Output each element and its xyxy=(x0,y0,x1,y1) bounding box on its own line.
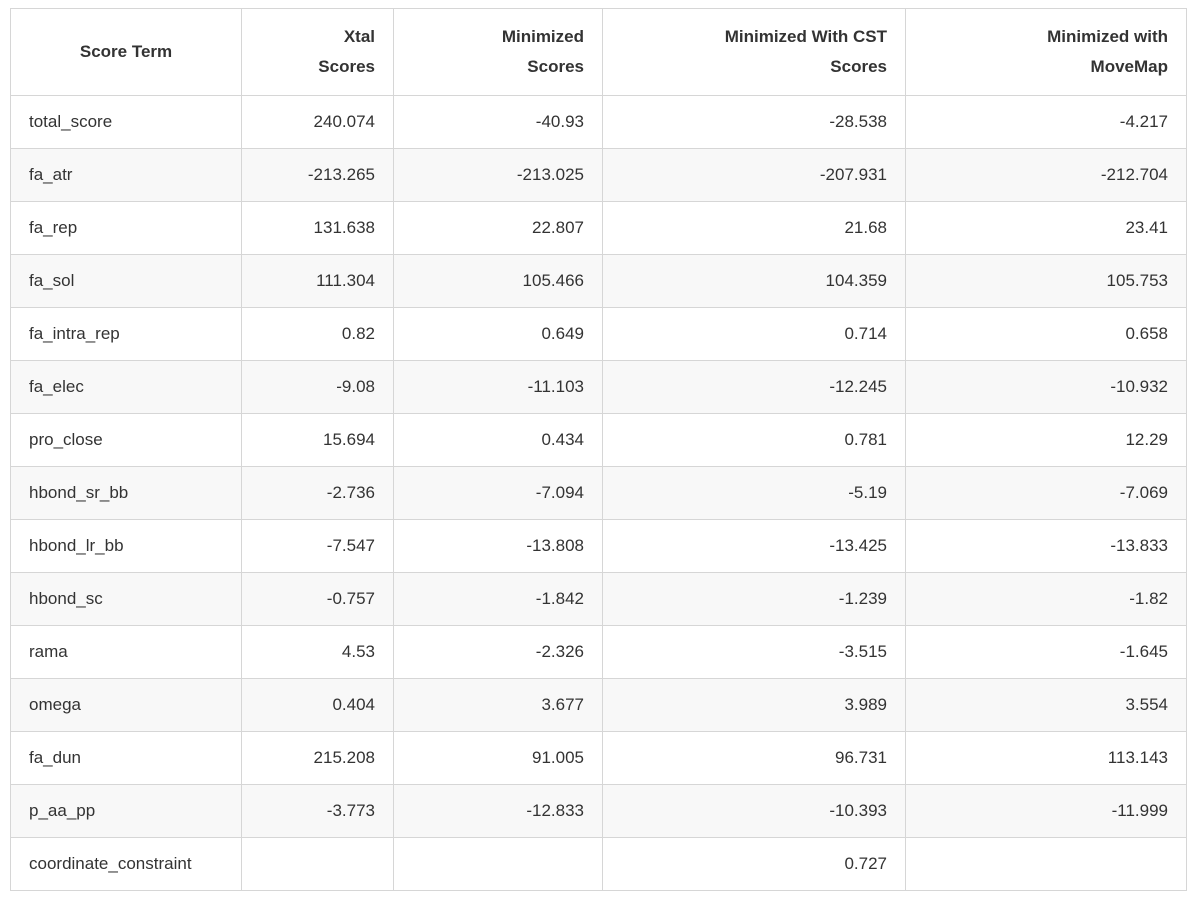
score-term-cell: fa_sol xyxy=(10,254,242,308)
minimized-cst-score-cell: 0.727 xyxy=(602,837,906,891)
minimized-score-cell: -2.326 xyxy=(393,625,603,679)
xtal-score-cell: -213.265 xyxy=(241,148,394,202)
minimized-movemap-score-cell xyxy=(905,837,1187,891)
xtal-score-cell: 4.53 xyxy=(241,625,394,679)
minimized-score-cell xyxy=(393,837,603,891)
table-row: total_score 240.074 -40.93 -28.538 -4.21… xyxy=(10,95,1187,149)
minimized-score-cell: -1.842 xyxy=(393,572,603,626)
minimized-score-cell: -13.808 xyxy=(393,519,603,573)
table-row: fa_elec -9.08 -11.103 -12.245 -10.932 xyxy=(10,360,1187,414)
minimized-score-cell: 0.649 xyxy=(393,307,603,361)
score-term-cell: fa_rep xyxy=(10,201,242,255)
score-term-cell: hbond_lr_bb xyxy=(10,519,242,573)
minimized-movemap-score-cell: -4.217 xyxy=(905,95,1187,149)
minimized-movemap-score-cell: 105.753 xyxy=(905,254,1187,308)
minimized-cst-score-cell: -10.393 xyxy=(602,784,906,838)
xtal-score-cell: 240.074 xyxy=(241,95,394,149)
minimized-cst-score-cell: 0.714 xyxy=(602,307,906,361)
minimized-cst-score-cell: 3.989 xyxy=(602,678,906,732)
minimized-movemap-score-cell: -10.932 xyxy=(905,360,1187,414)
minimized-score-cell: 3.677 xyxy=(393,678,603,732)
minimized-score-cell: -12.833 xyxy=(393,784,603,838)
column-header-score-term: Score Term xyxy=(10,8,242,96)
xtal-score-cell: -7.547 xyxy=(241,519,394,573)
table-row: hbond_sc -0.757 -1.842 -1.239 -1.82 xyxy=(10,572,1187,626)
score-term-cell: coordinate_constraint xyxy=(10,837,242,891)
score-term-cell: p_aa_pp xyxy=(10,784,242,838)
minimized-cst-score-cell: -1.239 xyxy=(602,572,906,626)
score-term-cell: total_score xyxy=(10,95,242,149)
score-term-cell: fa_intra_rep xyxy=(10,307,242,361)
score-term-cell: omega xyxy=(10,678,242,732)
minimized-movemap-score-cell: -11.999 xyxy=(905,784,1187,838)
minimized-score-cell: -40.93 xyxy=(393,95,603,149)
minimized-score-cell: 0.434 xyxy=(393,413,603,467)
xtal-score-cell: 0.82 xyxy=(241,307,394,361)
minimized-movemap-score-cell: 23.41 xyxy=(905,201,1187,255)
xtal-score-cell xyxy=(241,837,394,891)
minimized-cst-score-cell: -28.538 xyxy=(602,95,906,149)
xtal-score-cell: 131.638 xyxy=(241,201,394,255)
minimized-cst-score-cell: -12.245 xyxy=(602,360,906,414)
minimized-movemap-score-cell: 0.658 xyxy=(905,307,1187,361)
table-row: p_aa_pp -3.773 -12.833 -10.393 -11.999 xyxy=(10,784,1187,838)
column-header-minimized-movemap: Minimized with MoveMap xyxy=(905,8,1187,96)
minimized-cst-score-cell: 104.359 xyxy=(602,254,906,308)
minimized-score-cell: -7.094 xyxy=(393,466,603,520)
minimized-movemap-score-cell: -1.645 xyxy=(905,625,1187,679)
minimized-movemap-score-cell: -1.82 xyxy=(905,572,1187,626)
minimized-score-cell: 91.005 xyxy=(393,731,603,785)
table-row: pro_close 15.694 0.434 0.781 12.29 xyxy=(10,413,1187,467)
minimized-cst-score-cell: 0.781 xyxy=(602,413,906,467)
minimized-movemap-score-cell: 3.554 xyxy=(905,678,1187,732)
minimized-score-cell: 22.807 xyxy=(393,201,603,255)
score-term-cell: fa_atr xyxy=(10,148,242,202)
minimized-movemap-score-cell: -212.704 xyxy=(905,148,1187,202)
column-header-minimized-cst-scores: Minimized With CST Scores xyxy=(602,8,906,96)
minimized-movemap-score-cell: -13.833 xyxy=(905,519,1187,573)
minimized-cst-score-cell: -3.515 xyxy=(602,625,906,679)
score-term-cell: hbond_sr_bb xyxy=(10,466,242,520)
table-body: total_score 240.074 -40.93 -28.538 -4.21… xyxy=(10,95,1187,891)
minimized-movemap-score-cell: 113.143 xyxy=(905,731,1187,785)
xtal-score-cell: 0.404 xyxy=(241,678,394,732)
minimized-cst-score-cell: -207.931 xyxy=(602,148,906,202)
table-row: fa_atr -213.265 -213.025 -207.931 -212.7… xyxy=(10,148,1187,202)
minimized-score-cell: 105.466 xyxy=(393,254,603,308)
table-row: omega 0.404 3.677 3.989 3.554 xyxy=(10,678,1187,732)
xtal-score-cell: 111.304 xyxy=(241,254,394,308)
score-comparison-table: Score Term Xtal Scores Minimized Scores … xyxy=(10,8,1187,891)
minimized-score-cell: -213.025 xyxy=(393,148,603,202)
header-row: Score Term Xtal Scores Minimized Scores … xyxy=(10,8,1187,96)
xtal-score-cell: -3.773 xyxy=(241,784,394,838)
xtal-score-cell: 215.208 xyxy=(241,731,394,785)
xtal-score-cell: 15.694 xyxy=(241,413,394,467)
table-row: rama 4.53 -2.326 -3.515 -1.645 xyxy=(10,625,1187,679)
score-term-cell: fa_elec xyxy=(10,360,242,414)
xtal-score-cell: -0.757 xyxy=(241,572,394,626)
minimized-score-cell: -11.103 xyxy=(393,360,603,414)
xtal-score-cell: -2.736 xyxy=(241,466,394,520)
minimized-movemap-score-cell: -7.069 xyxy=(905,466,1187,520)
column-header-xtal-scores: Xtal Scores xyxy=(241,8,394,96)
minimized-cst-score-cell: 21.68 xyxy=(602,201,906,255)
score-term-cell: hbond_sc xyxy=(10,572,242,626)
minimized-movemap-score-cell: 12.29 xyxy=(905,413,1187,467)
column-header-minimized-scores: Minimized Scores xyxy=(393,8,603,96)
table-row: fa_sol 111.304 105.466 104.359 105.753 xyxy=(10,254,1187,308)
minimized-cst-score-cell: -13.425 xyxy=(602,519,906,573)
score-term-cell: fa_dun xyxy=(10,731,242,785)
table-row: fa_intra_rep 0.82 0.649 0.714 0.658 xyxy=(10,307,1187,361)
score-term-cell: rama xyxy=(10,625,242,679)
minimized-cst-score-cell: -5.19 xyxy=(602,466,906,520)
table-row: fa_rep 131.638 22.807 21.68 23.41 xyxy=(10,201,1187,255)
table-row: fa_dun 215.208 91.005 96.731 113.143 xyxy=(10,731,1187,785)
xtal-score-cell: -9.08 xyxy=(241,360,394,414)
table-row: coordinate_constraint 0.727 xyxy=(10,837,1187,891)
table-row: hbond_lr_bb -7.547 -13.808 -13.425 -13.8… xyxy=(10,519,1187,573)
score-term-cell: pro_close xyxy=(10,413,242,467)
minimized-cst-score-cell: 96.731 xyxy=(602,731,906,785)
table-row: hbond_sr_bb -2.736 -7.094 -5.19 -7.069 xyxy=(10,466,1187,520)
